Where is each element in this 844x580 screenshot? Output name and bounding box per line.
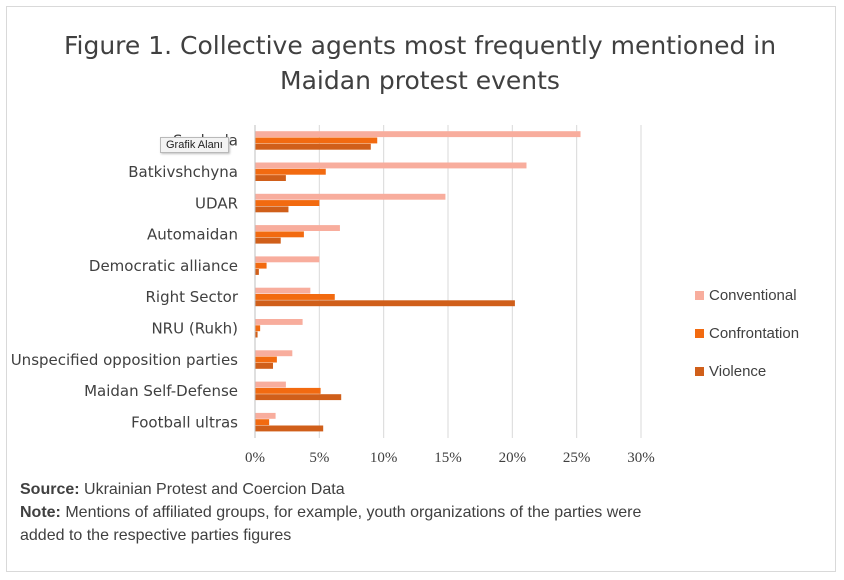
source-label: Source: [20,481,80,498]
category-label: Batkivshchyna [128,163,238,181]
bar-confrontation [255,231,304,238]
category-label: Right Sector [146,288,239,306]
legend-swatch-confrontation [695,329,704,338]
bar-conventional [255,287,311,294]
bar-violence [255,175,286,181]
bar-conventional [255,162,527,169]
bar-violence [255,206,289,213]
chart-area-tooltip: Grafik Alanı [160,137,229,153]
bar-confrontation [255,168,326,175]
x-tick-label: 25% [563,450,591,466]
legend-swatch-conventional [695,291,704,300]
legend-swatch-violence [695,367,704,376]
x-tick-label: 20% [499,450,527,466]
bar-violence [255,331,258,338]
source-text: Ukrainian Protest and Coercion Data [79,481,345,498]
legend-violence: Violence [695,363,766,380]
note-line: Note: Mentions of affiliated groups, for… [20,501,660,547]
category-label: Maidan Self-Defense [84,382,238,400]
chart-frame [6,6,836,572]
category-label: UDAR [195,194,238,212]
bar-conventional [255,193,446,200]
bar-conventional [255,319,303,325]
bar-violence [255,237,281,244]
bar-confrontation [255,262,267,269]
x-tick-label: 30% [627,450,655,466]
chart-footer: Source: Ukrainian Protest and Coercion D… [20,478,660,547]
category-label: Automaidan [147,226,238,244]
bar-violence [255,425,324,432]
chart-title-line-2: Maidan protest events [280,66,560,95]
chart-title: Figure 1. Collective agents most frequen… [0,28,840,98]
note-text: Mentions of affiliated groups, for examp… [20,504,642,544]
bar-confrontation [255,419,270,426]
note-label: Note: [20,504,61,521]
legend-label-violence: Violence [709,363,767,380]
bar-conventional [255,412,276,419]
bar-conventional [255,225,340,231]
bar-violence [255,143,371,150]
legend-conventional: Conventional [695,287,797,304]
bar-confrontation [255,325,261,332]
bar-confrontation [255,356,277,363]
bar-conventional [255,381,286,388]
bar-confrontation [255,294,335,300]
bar-violence [255,269,259,275]
category-label: NRU (Rukh) [151,319,238,337]
bar-conventional [255,350,293,357]
legend-label-confrontation: Confrontation [709,325,800,342]
bar-violence [255,300,515,307]
bar-violence [255,362,274,369]
legend-confrontation: Confrontation [695,325,799,342]
source-line: Source: Ukrainian Protest and Coercion D… [20,478,660,501]
x-tick-label: 15% [434,450,462,466]
legend-label-conventional: Conventional [709,287,797,304]
bar-conventional [255,131,581,138]
category-label: Unspecified opposition parties [11,351,238,369]
category-label: Football ultras [131,413,238,431]
bar-confrontation [255,137,378,144]
bar-confrontation [255,200,320,206]
bar-confrontation [255,387,321,394]
x-tick-label: 10% [370,450,398,466]
category-label: Democratic alliance [89,257,238,275]
x-tick-label: 5% [309,450,329,466]
chart-title-line-1: Figure 1. Collective agents most frequen… [63,31,777,60]
x-tick-label: 0% [245,450,265,466]
bar-conventional [255,256,320,263]
bar-violence [255,394,342,401]
